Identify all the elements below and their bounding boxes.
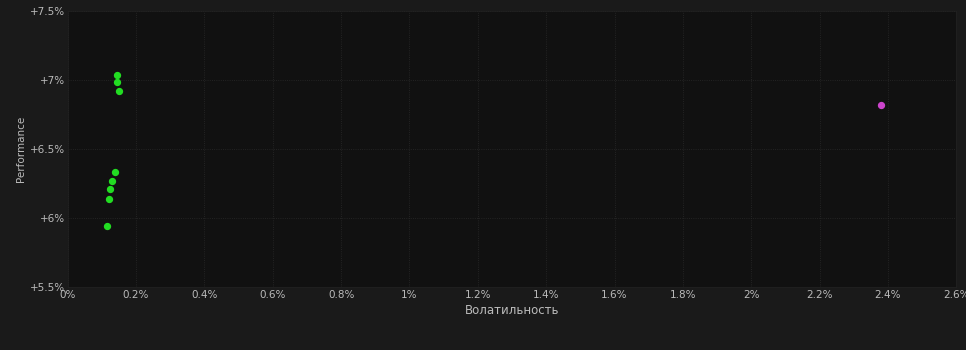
Point [109, 73, 125, 78]
Point [102, 186, 118, 192]
Point [111, 88, 127, 93]
Point [873, 102, 889, 107]
Point [99, 223, 115, 229]
Y-axis label: Performance: Performance [15, 116, 25, 182]
Point [104, 178, 120, 183]
X-axis label: Волатильность: Волатильность [465, 304, 559, 317]
Point [100, 196, 116, 201]
Point [108, 169, 124, 175]
Point [109, 79, 125, 85]
